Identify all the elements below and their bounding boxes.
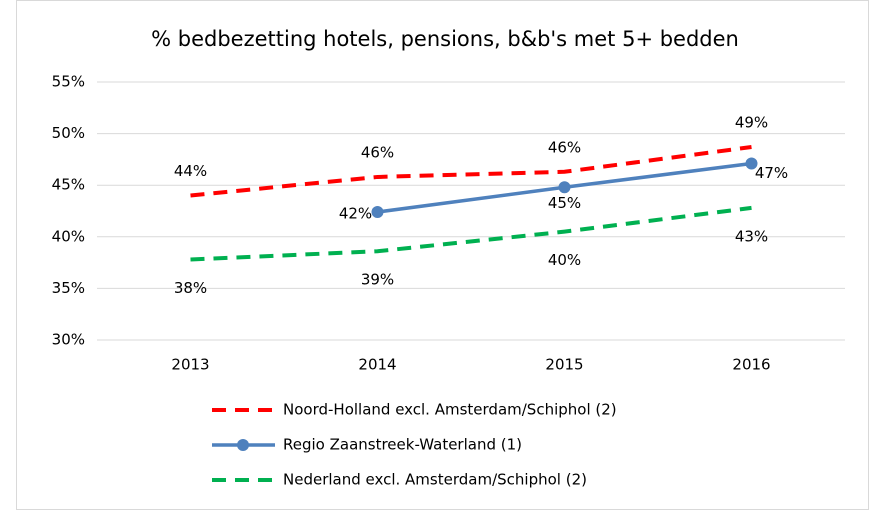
x-tick-label: 2014: [358, 356, 396, 374]
x-tick-label: 2013: [171, 356, 209, 374]
data-label: 49%: [735, 114, 768, 132]
chart-frame: [16, 0, 869, 510]
point-marker: [371, 206, 384, 219]
y-tick-label: 55%: [52, 73, 85, 91]
legend-marker: [237, 439, 249, 451]
data-label: 47%: [755, 164, 788, 182]
chart-title: % bedbezetting hotels, pensions, b&b's m…: [151, 27, 739, 51]
data-label: 40%: [548, 251, 581, 269]
y-tick-label: 35%: [52, 279, 85, 297]
data-label: 44%: [174, 162, 207, 180]
y-tick-label: 40%: [52, 227, 85, 245]
data-label: 39%: [361, 271, 394, 289]
y-tick-label: 45%: [52, 176, 85, 194]
point-marker: [745, 157, 758, 170]
data-label: 46%: [361, 143, 394, 161]
legend-label: Nederland excl. Amsterdam/Schiphol (2): [283, 471, 587, 489]
data-label: 45%: [548, 194, 581, 212]
data-label: 43%: [735, 227, 768, 245]
data-label: 42%: [339, 205, 372, 223]
x-tick-label: 2016: [732, 356, 770, 374]
legend-label: Noord-Holland excl. Amsterdam/Schiphol (…: [283, 401, 617, 419]
y-tick-label: 50%: [52, 124, 85, 142]
data-label: 46%: [548, 138, 581, 156]
data-label: 38%: [174, 279, 207, 297]
x-tick-label: 2015: [545, 356, 583, 374]
y-tick-label: 30%: [52, 331, 85, 349]
series-line: [190, 205, 752, 262]
legend-label: Regio Zaanstreek-Waterland (1): [283, 436, 522, 454]
series-line: [190, 145, 752, 198]
point-marker: [558, 181, 571, 194]
